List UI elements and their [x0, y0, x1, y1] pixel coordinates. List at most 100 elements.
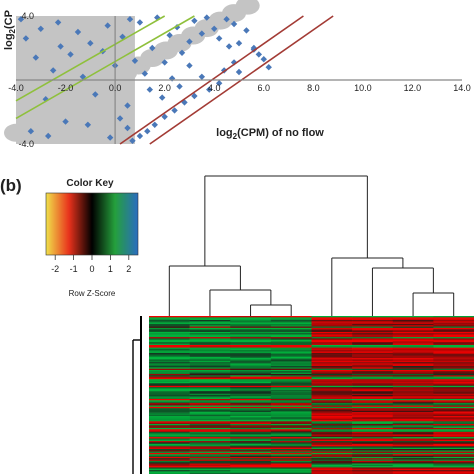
heatmap-cell — [189, 333, 231, 335]
heatmap-cell — [392, 402, 434, 405]
heatmap-cell — [230, 354, 272, 356]
heatmap-cell — [149, 400, 190, 402]
heatmap-cell — [149, 427, 190, 430]
heatmap-cell — [270, 367, 312, 369]
heatmap-cell — [392, 330, 434, 333]
heatmap-cell — [149, 391, 190, 393]
heatmap-cell — [270, 391, 312, 393]
heatmap-cell — [352, 335, 394, 338]
heatmap-cell — [352, 329, 394, 331]
heatmap-cell — [189, 423, 231, 426]
heatmap-cell — [230, 367, 272, 369]
heatmap-cell — [230, 325, 272, 327]
heatmap-cell — [311, 369, 353, 372]
heatmap-cell — [311, 330, 353, 333]
heatmap-cell — [189, 352, 231, 355]
heatmap-cell — [433, 431, 474, 434]
heatmap-cell — [392, 359, 434, 362]
heatmap-cell — [189, 322, 231, 325]
heatmap-cell — [149, 442, 190, 445]
heatmap-cell — [311, 385, 353, 388]
heatmap-cell — [311, 380, 353, 383]
heatmap-cell — [149, 441, 190, 443]
heatmap-cell — [270, 348, 312, 351]
heatmap-cell — [392, 387, 434, 389]
heatmap-cell — [311, 417, 353, 419]
heatmap-cell — [352, 456, 394, 459]
heatmap-cell — [270, 354, 312, 356]
heatmap-cell — [189, 409, 231, 412]
heatmap-cell — [149, 346, 190, 348]
heatmap-cell — [392, 460, 434, 463]
heatmap-cell — [270, 467, 312, 470]
heatmap-cell — [230, 372, 272, 375]
x-tick-label: 4.0 — [208, 83, 221, 93]
heatmap-cell — [270, 472, 312, 474]
heatmap-cell — [392, 322, 434, 325]
data-point — [106, 134, 114, 141]
data-point — [27, 128, 35, 135]
data-point — [54, 19, 62, 26]
scatter-grey-region — [4, 0, 260, 144]
heatmap-cell — [433, 356, 474, 359]
heatmap-cell — [352, 338, 394, 340]
heatmap-cell — [189, 385, 231, 388]
heatmap-cell — [270, 385, 312, 388]
heatmap-cell — [270, 466, 312, 468]
heatmap-cell — [352, 392, 394, 394]
heatmap-cell — [189, 358, 231, 360]
heatmap-cell — [230, 442, 272, 445]
heatmap-cell — [352, 344, 394, 347]
heatmap-cell — [433, 414, 474, 417]
heatmap-cell — [189, 329, 231, 331]
heatmap-cell — [392, 452, 434, 455]
heatmap-cell — [189, 347, 231, 350]
heatmap-cell — [392, 316, 434, 318]
heatmap-cell — [230, 408, 272, 410]
heatmap-cell — [230, 438, 272, 441]
heatmap-cell — [230, 451, 272, 454]
heatmap-cell — [189, 433, 231, 435]
heatmap-cell — [352, 459, 394, 462]
heatmap-cell — [352, 454, 394, 456]
heatmap-cell — [189, 377, 231, 380]
heatmap-cell — [352, 438, 394, 441]
heatmap-cell — [230, 373, 272, 376]
heatmap-cell — [433, 441, 474, 443]
heatmap-cell — [392, 450, 434, 452]
heatmap-cell — [270, 342, 312, 344]
heatmap-cell — [270, 392, 312, 394]
heatmap-cell — [311, 373, 353, 376]
heatmap-cell — [311, 416, 353, 418]
heatmap-cell — [392, 372, 434, 375]
heatmap-cell — [189, 398, 231, 401]
heatmap-cell — [433, 393, 474, 396]
heatmap-cell — [311, 442, 353, 445]
heatmap-cell — [189, 427, 231, 430]
heatmap-cell — [311, 316, 353, 318]
heatmap-cell — [392, 395, 434, 397]
heatmap-cell — [149, 356, 190, 359]
heatmap-cell — [392, 342, 434, 344]
heatmap-cell — [352, 379, 394, 381]
data-point — [62, 118, 69, 125]
heatmap-cell — [149, 348, 190, 351]
heatmap-cell — [189, 383, 231, 385]
heatmap-cell — [311, 347, 353, 350]
heatmap-cell — [149, 446, 190, 448]
data-point — [67, 51, 74, 58]
heatmap-cell — [270, 401, 312, 404]
heatmap-cell — [230, 351, 272, 354]
heatmap-cell — [149, 447, 190, 450]
heatmap-cell — [433, 317, 474, 319]
heatmap-cell — [270, 387, 312, 389]
heatmap-cell — [270, 414, 312, 417]
heatmap-cell — [189, 450, 231, 452]
heatmap-cell — [352, 404, 394, 406]
heatmap-cell — [149, 406, 190, 409]
heatmap-cell — [433, 350, 474, 352]
heatmap-cell — [230, 316, 272, 318]
heatmap-cell — [189, 342, 231, 344]
heatmap-cell — [270, 430, 312, 433]
heatmap-cell — [270, 470, 312, 472]
